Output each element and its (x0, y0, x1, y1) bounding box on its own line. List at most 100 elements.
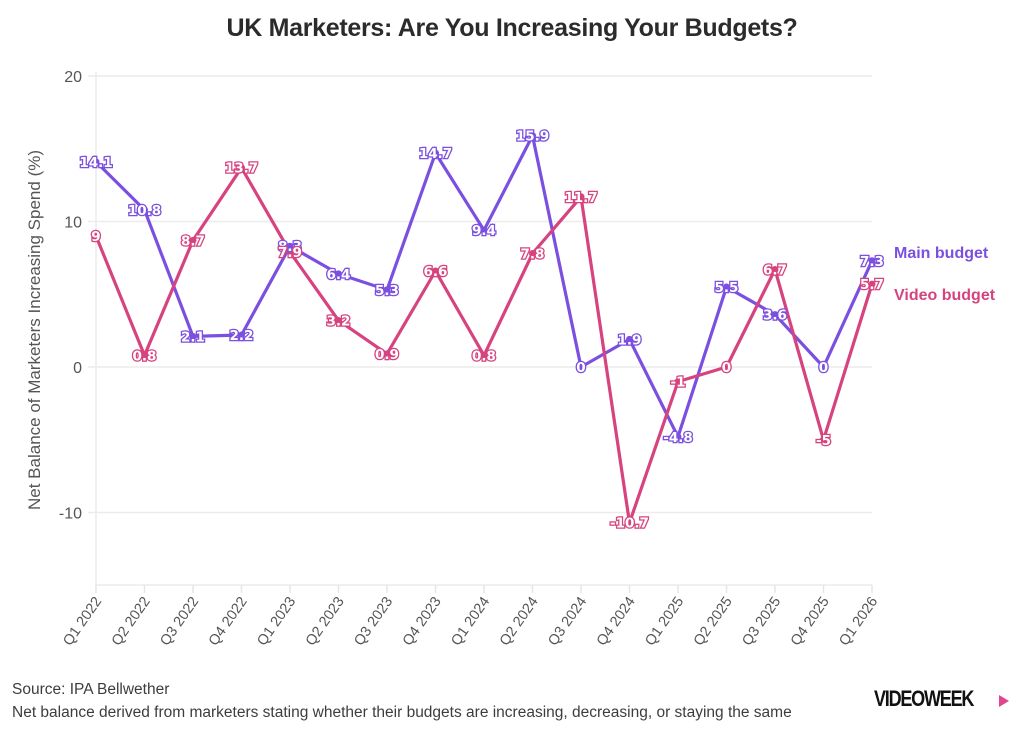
data-label: 9.4 (472, 223, 496, 239)
x-tick-label: Q2 2024 (497, 594, 542, 649)
x-tick-label: Q1 2025 (642, 594, 687, 649)
data-label: 2.2 (230, 328, 254, 344)
data-point (335, 270, 342, 278)
data-point (432, 149, 439, 157)
data-label: -4.8 (663, 430, 693, 446)
x-tick-label: Q2 2022 (109, 594, 154, 649)
logo-arrow-icon (999, 695, 1009, 707)
data-label: 10.8 (128, 203, 161, 219)
data-point (674, 433, 682, 441)
videoweek-logo: VIDEOWEEK (874, 686, 974, 711)
data-point (577, 193, 585, 201)
x-tick-label: Q3 2024 (545, 594, 590, 649)
data-point (335, 316, 342, 324)
data-label: 8.3 (278, 239, 302, 255)
data-label: 0.9 (375, 347, 399, 363)
data-label: 14.1 (79, 155, 112, 171)
series-points (92, 132, 876, 527)
y-tick-label: -10 (59, 506, 82, 523)
data-point (820, 363, 827, 371)
chart-title: UK Marketers: Are You Increasing Your Bu… (226, 14, 798, 42)
data-label: -5 (816, 433, 831, 449)
y-axis-title: Net Balance of Marketers Increasing Spen… (25, 150, 44, 510)
x-tick-label: Q2 2025 (691, 594, 736, 649)
x-tick-label: Q4 2023 (400, 594, 445, 649)
data-label: 0.8 (472, 348, 496, 364)
data-point (383, 350, 391, 358)
data-point (189, 236, 197, 244)
data-labels: 14.1 10.8 2.1 2.2 8.3 6.4 5.3 14.7 9.4 15.9 0 1.9 -4… (78, 127, 885, 533)
data-label: 5.5 (715, 280, 739, 296)
data-point (141, 206, 148, 214)
y-tick-label: 20 (64, 69, 82, 86)
data-point (238, 164, 245, 172)
data-point (626, 519, 633, 527)
legend: Main budget Video budget (894, 245, 996, 304)
x-tick-label: Q1 2022 (60, 594, 105, 649)
data-label: 1.9 (618, 332, 642, 348)
data-label: 5.7 (860, 277, 884, 293)
data-point (238, 331, 245, 339)
data-point (723, 363, 730, 371)
data-point (383, 286, 391, 294)
x-tick-label: Q3 2023 (351, 594, 396, 649)
data-point (480, 351, 488, 359)
methodology-note: Net balance derived from marketers stati… (12, 704, 792, 721)
data-label: 3.6 (763, 308, 787, 324)
data-label: 14.7 (419, 146, 452, 162)
data-point (723, 283, 730, 291)
data-point (141, 351, 148, 359)
series-line-main-budget (94, 134, 874, 439)
x-tick-label: Q1 2026 (836, 594, 881, 649)
x-tick-label: Q4 2024 (594, 594, 639, 649)
data-label: 8.7 (181, 233, 205, 249)
y-tick-label: 0 (73, 360, 82, 377)
data-label: 0 (722, 360, 731, 376)
series-lines (94, 134, 874, 525)
x-tick-label: Q1 2023 (254, 594, 299, 649)
legend-entry: Main budget (894, 245, 989, 262)
data-label: 13.7 (225, 161, 258, 177)
data-point (189, 332, 197, 340)
x-tick-label: Q1 2024 (448, 594, 493, 649)
data-point (529, 132, 536, 140)
data-point (432, 267, 439, 275)
source-note: Source: IPA Bellwether (12, 681, 170, 698)
data-label: 0 (576, 360, 585, 376)
data-point (480, 226, 488, 234)
data-point (771, 311, 779, 319)
data-label: 7.3 (860, 254, 884, 270)
data-label: 0.8 (133, 348, 157, 364)
data-point (674, 378, 682, 386)
data-label: 3.2 (327, 313, 351, 329)
legend-entry: Video budget (894, 287, 996, 304)
gridlines (88, 75, 872, 514)
y-tick-label: 10 (64, 215, 82, 232)
data-label: 6.4 (327, 267, 351, 283)
data-point (626, 335, 633, 343)
data-label: 9 (91, 229, 100, 245)
x-tick-label: Q3 2025 (739, 594, 784, 649)
data-label: 7.8 (521, 247, 545, 263)
data-point (820, 436, 827, 444)
data-point (92, 232, 100, 240)
data-label: 7.9 (278, 245, 302, 261)
data-label: 0 (819, 360, 828, 376)
data-point (577, 363, 585, 371)
data-label: 5.3 (375, 283, 399, 299)
data-point (286, 248, 294, 256)
x-tick-label: Q3 2022 (157, 594, 202, 649)
data-point (868, 280, 876, 288)
data-label: -10.7 (610, 516, 649, 532)
x-tick-label: Q4 2025 (788, 594, 833, 649)
x-tick-label: Q4 2022 (206, 594, 251, 649)
data-label: 11.7 (564, 190, 597, 206)
data-point (771, 266, 779, 274)
data-point (286, 242, 294, 250)
data-point (92, 158, 100, 166)
data-label: 2.1 (181, 329, 205, 345)
data-label: -1 (671, 375, 686, 391)
data-label: 6.7 (763, 263, 787, 279)
data-point (868, 257, 876, 265)
